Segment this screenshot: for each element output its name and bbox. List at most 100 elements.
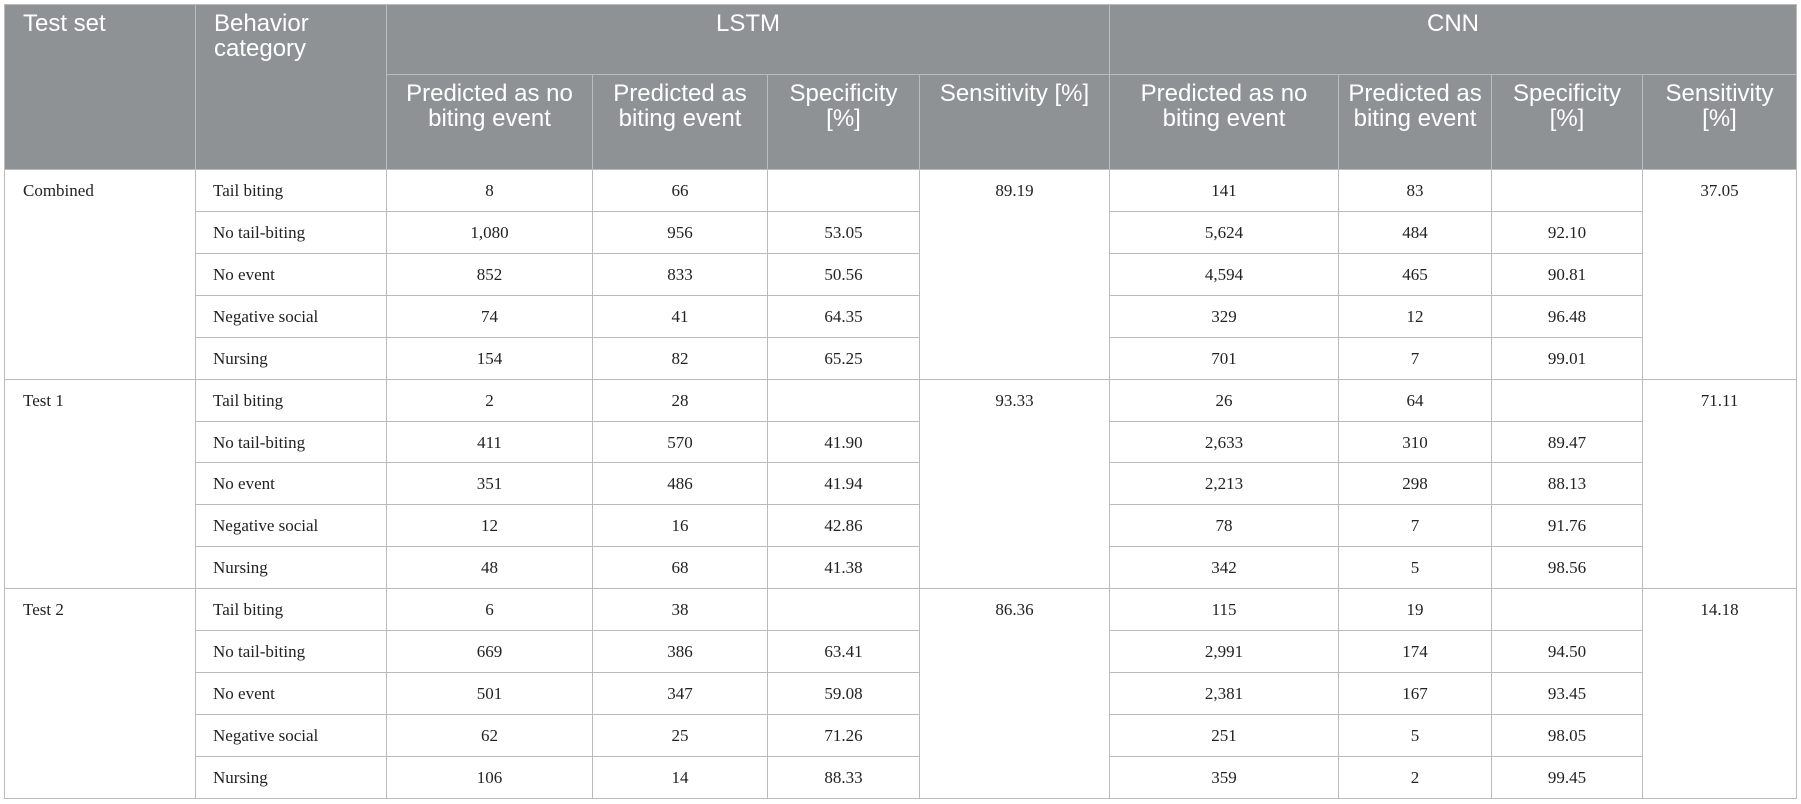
cnn-predicted-biting-cell: 465 — [1338, 252, 1493, 296]
lstm-specificity-cell: 71.26 — [767, 713, 920, 757]
cnn-specificity-cell: 99.45 — [1491, 755, 1644, 800]
behavior-category-cell: Tail biting — [195, 378, 387, 422]
behavior-category-cell: Nursing — [195, 755, 387, 800]
lstm-predicted-no-biting-cell: 411 — [386, 420, 593, 464]
table-row: Combined Tail biting 8 66 89.19 141 83 37.05 — [4, 169, 1798, 380]
lstm-predicted-biting-cell: 14 — [592, 755, 768, 800]
lstm-predicted-no-biting-cell: 2 — [386, 378, 593, 422]
cnn-predicted-no-biting-cell: 78 — [1109, 504, 1340, 548]
lstm-predicted-no-biting-cell: 852 — [386, 252, 593, 296]
lstm-sensitivity-cell: 93.33 — [918, 378, 1111, 590]
results-table: Test set Behavior category LSTM CNN Pred… — [4, 4, 1798, 800]
lstm-predicted-no-biting-cell: 351 — [386, 462, 593, 506]
cnn-predicted-biting-cell: 12 — [1338, 294, 1493, 338]
table-row: No tail-biting 1,080 956 53.05 5,624 484 92.10 — [5, 210, 1797, 254]
lstm-predicted-no-biting-cell: 62 — [386, 713, 593, 757]
table-header: Test set Behavior category LSTM CNN Pred… — [4, 4, 1798, 170]
lstm-specificity-cell: 41.94 — [767, 462, 920, 506]
lstm-predicted-biting-cell: 28 — [592, 378, 768, 422]
cnn-specificity-cell — [1491, 588, 1644, 632]
header-group-lstm: LSTM — [385, 4, 1111, 75]
behavior-category-cell: No event — [195, 462, 387, 506]
cnn-predicted-biting-cell: 83 — [1338, 169, 1493, 212]
behavior-category-cell: Nursing — [195, 546, 387, 590]
lstm-predicted-no-biting-cell: 12 — [386, 504, 593, 548]
cnn-predicted-biting-cell: 5 — [1338, 546, 1493, 590]
lstm-specificity-cell: 65.25 — [767, 336, 920, 380]
lstm-specificity-cell: 63.41 — [767, 630, 920, 674]
cnn-specificity-cell: 91.76 — [1491, 504, 1644, 548]
header-cnn-predicted-no-biting: Predicted as no biting event — [1109, 74, 1340, 170]
lstm-predicted-no-biting-cell: 6 — [386, 588, 593, 632]
test-set-cell: Combined — [4, 169, 196, 380]
cnn-predicted-biting-cell: 298 — [1338, 462, 1493, 506]
header-group-cnn: CNN — [1109, 4, 1798, 75]
behavior-category-cell: Tail biting — [195, 169, 387, 212]
header-lstm-predicted-biting: Predicted as biting event — [592, 74, 768, 170]
cnn-specificity-cell: 98.05 — [1491, 713, 1644, 757]
cnn-predicted-biting-cell: 7 — [1338, 504, 1493, 548]
cnn-predicted-biting-cell: 174 — [1338, 630, 1493, 674]
cnn-predicted-biting-cell: 7 — [1338, 336, 1493, 380]
header-behavior-category: Behavior category — [195, 4, 387, 170]
lstm-specificity-cell: 53.05 — [767, 210, 920, 254]
test-set-cell: Test 2 — [4, 588, 196, 799]
behavior-category-cell: No tail-biting — [195, 210, 387, 254]
lstm-predicted-no-biting-cell: 669 — [386, 630, 593, 674]
lstm-predicted-no-biting-cell: 154 — [386, 336, 593, 380]
cnn-predicted-no-biting-cell: 251 — [1109, 713, 1340, 757]
cnn-predicted-no-biting-cell: 2,633 — [1109, 420, 1340, 464]
table-row: Nursing 106 14 88.33 359 2 99.45 — [5, 755, 1797, 800]
cnn-specificity-cell: 92.10 — [1491, 210, 1644, 254]
lstm-predicted-no-biting-cell: 8 — [386, 169, 593, 212]
lstm-specificity-cell: 42.86 — [767, 504, 920, 548]
cnn-specificity-cell — [1491, 378, 1644, 422]
cnn-predicted-no-biting-cell: 5,624 — [1109, 210, 1340, 254]
lstm-predicted-biting-cell: 82 — [592, 336, 768, 380]
table-body: Combined Tail biting 8 66 89.19 141 83 37.05 No … — [4, 169, 1798, 800]
header-test-set: Test set — [4, 4, 196, 170]
lstm-predicted-biting-cell: 25 — [592, 713, 768, 757]
table-row: Negative social 62 25 71.26 251 5 98.05 — [5, 713, 1797, 757]
behavior-category-cell: No tail-biting — [195, 630, 387, 674]
lstm-predicted-biting-cell: 41 — [592, 294, 768, 338]
cnn-predicted-biting-cell: 64 — [1338, 378, 1493, 422]
cnn-predicted-no-biting-cell: 2,991 — [1109, 630, 1340, 674]
cnn-sensitivity-cell: 14.18 — [1642, 588, 1798, 799]
behavior-category-cell: No event — [195, 252, 387, 296]
table-row: Test 2 Tail biting 6 38 86.36 115 19 14.18 — [4, 588, 1798, 799]
test-set-cell: Test 1 — [4, 378, 196, 590]
behavior-category-cell: Negative social — [195, 294, 387, 338]
lstm-predicted-no-biting-cell: 74 — [386, 294, 593, 338]
cnn-specificity-cell: 93.45 — [1491, 672, 1644, 715]
header-lstm-specificity: Specificity [%] — [767, 74, 920, 170]
cnn-predicted-no-biting-cell: 329 — [1109, 294, 1340, 338]
cnn-predicted-no-biting-cell: 342 — [1109, 546, 1340, 590]
cnn-predicted-no-biting-cell: 141 — [1109, 169, 1340, 212]
lstm-specificity-cell — [767, 378, 920, 422]
lstm-predicted-biting-cell: 833 — [592, 252, 768, 296]
lstm-specificity-cell: 50.56 — [767, 252, 920, 296]
table-row: No event 852 833 50.56 4,594 465 90.81 — [5, 252, 1797, 296]
behavior-category-cell: Negative social — [195, 713, 387, 757]
cnn-predicted-no-biting-cell: 359 — [1109, 755, 1340, 800]
cnn-specificity-cell: 96.48 — [1491, 294, 1644, 338]
lstm-predicted-biting-cell: 66 — [592, 169, 768, 212]
table-row: No event 351 486 41.94 2,213 298 88.13 — [5, 462, 1797, 506]
behavior-category-cell: Tail biting — [195, 588, 387, 632]
table-row: Nursing 154 82 65.25 701 7 99.01 — [5, 336, 1797, 380]
cnn-predicted-biting-cell: 167 — [1338, 672, 1493, 715]
behavior-category-cell: No tail-biting — [195, 420, 387, 464]
header-cnn-specificity: Specificity [%] — [1491, 74, 1644, 170]
behavior-category-cell: Nursing — [195, 336, 387, 380]
cnn-predicted-no-biting-cell: 2,381 — [1109, 672, 1340, 715]
lstm-specificity-cell: 41.38 — [767, 546, 920, 590]
table-row: Negative social 74 41 64.35 329 12 96.48 — [5, 294, 1797, 338]
lstm-predicted-no-biting-cell: 501 — [386, 672, 593, 715]
lstm-sensitivity-cell: 89.19 — [918, 169, 1111, 380]
lstm-specificity-cell: 59.08 — [767, 672, 920, 715]
cnn-sensitivity-cell: 71.11 — [1642, 378, 1798, 590]
lstm-predicted-biting-cell: 570 — [592, 420, 768, 464]
cnn-predicted-biting-cell: 19 — [1338, 588, 1493, 632]
cnn-specificity-cell — [1491, 169, 1644, 212]
